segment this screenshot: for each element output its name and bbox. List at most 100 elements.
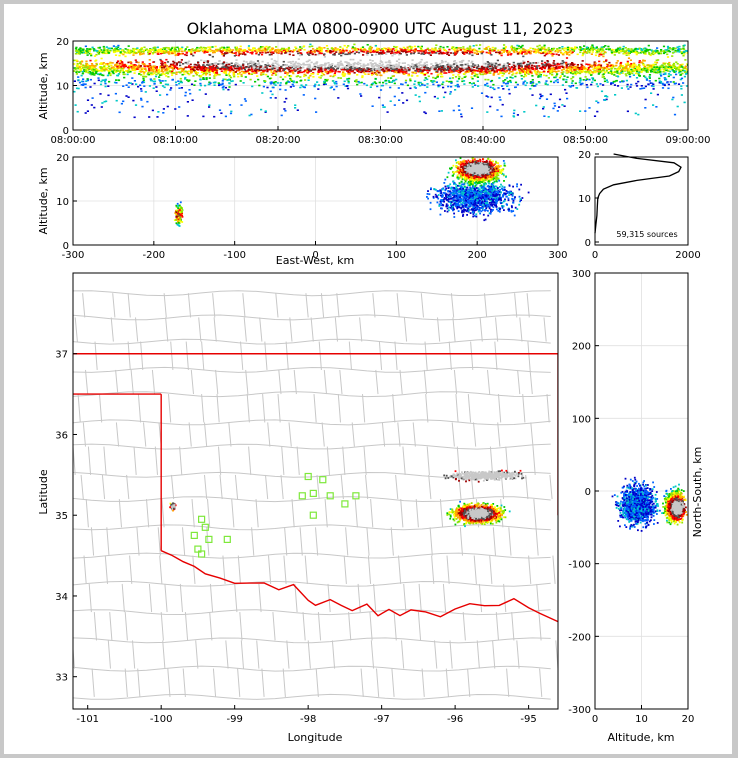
- time-height-source: [562, 53, 565, 56]
- time-height-source: [574, 82, 577, 85]
- time-height-source: [662, 83, 665, 86]
- time-height-source: [569, 50, 572, 52]
- time-height-source: [549, 49, 552, 52]
- time-height-source: [184, 66, 187, 69]
- time-height-source: [662, 62, 665, 65]
- time-height-source: [176, 62, 179, 64]
- time-height-source: [197, 62, 200, 64]
- time-height-source: [605, 70, 608, 72]
- time-height-source: [606, 81, 609, 83]
- time-height-source: [638, 68, 641, 70]
- time-height-source: [547, 47, 550, 49]
- time-height-source: [271, 63, 274, 66]
- time-height-source: [503, 63, 506, 65]
- time-height-source: [489, 65, 492, 68]
- time-height-source: [577, 66, 580, 69]
- time-height-source: [517, 47, 521, 50]
- time-height-source: [260, 108, 263, 111]
- time-height-source: [464, 51, 467, 54]
- time-height-source: [168, 70, 171, 73]
- time-height-source: [674, 49, 677, 52]
- time-height-source: [159, 94, 162, 96]
- time-height-source: [551, 73, 554, 76]
- time-height-source: [181, 46, 184, 49]
- time-height-source: [381, 68, 385, 70]
- time-height-source: [570, 68, 573, 71]
- time-height-source: [322, 83, 326, 86]
- time-height-source: [573, 48, 576, 51]
- time-height-source: [162, 73, 165, 75]
- time-height-source: [146, 73, 149, 76]
- time-height-source: [353, 72, 356, 74]
- time-height-source: [678, 71, 681, 74]
- time-height-source: [112, 72, 115, 75]
- time-height-source: [494, 47, 497, 49]
- time-height-source: [178, 87, 181, 89]
- time-height-source: [354, 80, 357, 82]
- time-height-source: [524, 49, 527, 52]
- time-height-source: [227, 46, 230, 49]
- time-height-source: [623, 68, 626, 71]
- time-height-source: [589, 65, 592, 68]
- time-height-source: [207, 60, 210, 62]
- time-height-source: [240, 104, 243, 106]
- time-height-source: [634, 50, 637, 52]
- time-height-source: [386, 51, 389, 53]
- time-height-source: [370, 74, 374, 76]
- time-height-source: [555, 70, 558, 73]
- time-height-source: [444, 91, 447, 94]
- time-height-source: [516, 114, 519, 116]
- time-height-source: [379, 67, 383, 69]
- time-height-source: [542, 46, 545, 49]
- time-height-source: [336, 63, 339, 66]
- time-height-source: [423, 62, 426, 64]
- time-height-source: [308, 59, 311, 61]
- time-height-source: [417, 81, 420, 84]
- time-height-source: [74, 50, 78, 52]
- time-height-source: [254, 62, 257, 65]
- time-height-source: [638, 70, 641, 73]
- time-height-source: [134, 68, 137, 70]
- time-height-source: [346, 68, 349, 70]
- time-height-source: [130, 66, 133, 68]
- time-height-source: [155, 71, 158, 73]
- time-height-source: [209, 48, 212, 51]
- time-height-source: [92, 48, 95, 50]
- time-height-source: [437, 66, 440, 68]
- time-height-source: [320, 74, 323, 77]
- time-height-source: [311, 53, 314, 56]
- time-height-source: [463, 83, 466, 85]
- time-height-source: [648, 77, 651, 79]
- time-height-source: [296, 50, 299, 53]
- time-height-source: [207, 64, 210, 66]
- time-height-source: [680, 48, 683, 50]
- time-height-source: [170, 87, 173, 89]
- time-height-source: [93, 82, 96, 85]
- time-height-source: [76, 63, 79, 65]
- time-height-source: [552, 62, 555, 64]
- time-height-source: [384, 61, 387, 64]
- time-height-source: [420, 48, 423, 51]
- time-height-source: [122, 53, 125, 56]
- time-height-source: [401, 70, 404, 73]
- time-height-source: [178, 53, 181, 55]
- time-height-source: [340, 62, 343, 65]
- time-height-source: [666, 56, 670, 58]
- time-height-source: [593, 71, 596, 73]
- time-height-source: [148, 85, 151, 87]
- time-height-source: [417, 65, 420, 67]
- time-height-source: [126, 49, 129, 51]
- time-height-source: [428, 49, 431, 52]
- time-height-source: [164, 63, 167, 66]
- time-height-source: [540, 95, 543, 98]
- time-height-source: [282, 49, 285, 51]
- time-height-source: [503, 48, 506, 51]
- time-height-source: [660, 64, 663, 67]
- time-height-source: [517, 66, 521, 69]
- time-height-source: [133, 116, 136, 119]
- time-height-source: [527, 73, 530, 75]
- time-height-source: [422, 51, 425, 53]
- time-height-source: [369, 59, 372, 61]
- time-height-source: [266, 51, 270, 54]
- time-height-source: [134, 67, 137, 69]
